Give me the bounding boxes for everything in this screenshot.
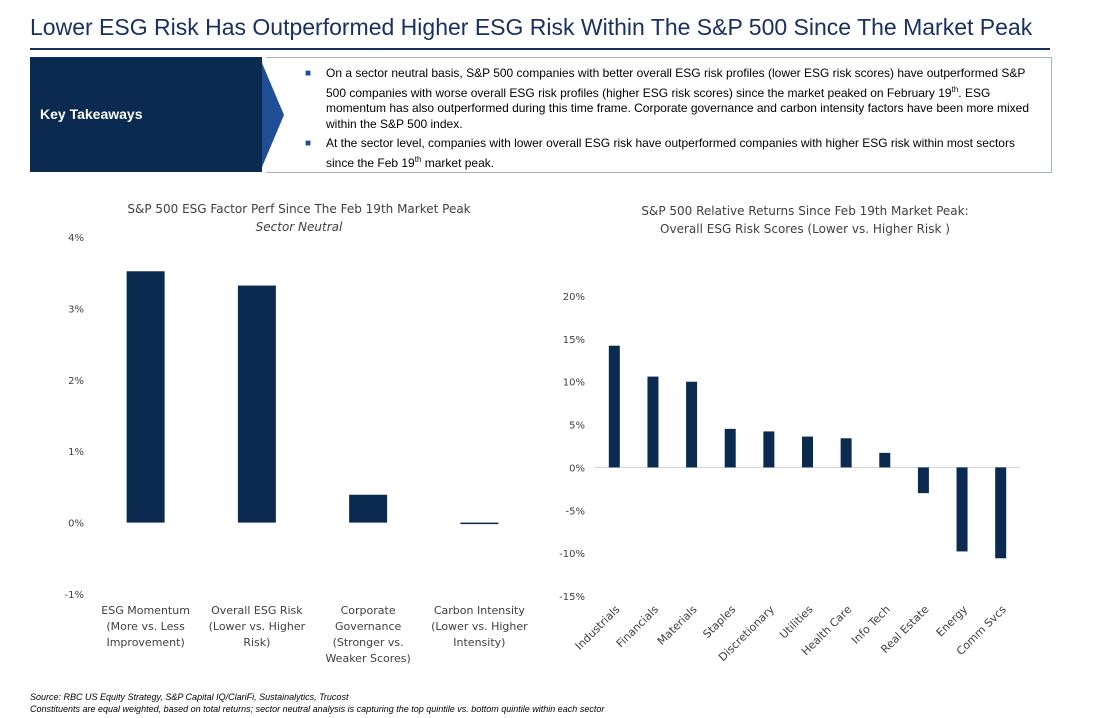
bar (349, 494, 388, 523)
x-tick-label: (More vs. Less (106, 620, 185, 633)
x-tick-label: Energy (934, 603, 971, 640)
x-tick-label: Risk) (243, 636, 270, 649)
x-tick-label: (Lower vs. Higher (431, 620, 528, 633)
bar (460, 522, 499, 525)
ordinal-suffix: th (414, 154, 422, 164)
y-tick-label: 0% (68, 519, 84, 530)
bar (956, 467, 968, 552)
bar (840, 438, 852, 468)
footer-notes: Source: RBC US Equity Strategy, S&P Capi… (30, 691, 604, 715)
key-takeaways-panel (30, 57, 262, 172)
bar (608, 345, 620, 468)
bar (917, 467, 929, 494)
methodology-note: Constituents are equal weighted, based o… (30, 704, 605, 714)
y-tick-label: 15% (563, 335, 585, 346)
title-divider (30, 48, 1050, 50)
takeaway-item: ■ On a sector neutral basis, S&P 500 com… (305, 66, 1040, 132)
x-tick-label: (Lower vs. Higher (209, 620, 306, 633)
key-takeaways-label: Key Takeaways (40, 106, 143, 122)
x-tick-label: Financials (614, 603, 661, 650)
takeaway-item: ■ At the sector level, companies with lo… (305, 136, 1040, 171)
bar (802, 436, 813, 468)
takeaway-text-cont: market peak. (421, 155, 495, 170)
chart-subtitle: Overall ESG Risk Scores (Lower vs. Highe… (660, 222, 950, 236)
bar (724, 428, 736, 468)
y-tick-label: -10% (559, 549, 585, 560)
chart-title: S&P 500 Relative Returns Since Feb 19th … (641, 204, 968, 218)
bar (879, 452, 891, 468)
bar (995, 467, 1007, 559)
y-tick-label: 0% (569, 463, 585, 474)
takeaway-text: On a sector neutral basis, S&P 500 compa… (326, 66, 1026, 100)
takeaway-text: At the sector level, companies with lowe… (326, 136, 1015, 170)
takeaway-list: ■ On a sector neutral basis, S&P 500 com… (305, 66, 1040, 175)
x-tick-label: Utilities (777, 603, 816, 642)
chart-subtitle: Sector Neutral (256, 220, 343, 234)
x-tick-label: Industrials (573, 603, 623, 653)
chevron-right-icon (262, 57, 290, 173)
chart-title: S&P 500 ESG Factor Perf Since The Feb 19… (127, 202, 470, 216)
esg-factor-chart: S&P 500 ESG Factor Perf Since The Feb 19… (65, 202, 529, 665)
key-takeaways-text-frame (262, 57, 1052, 173)
y-tick-label: 5% (569, 421, 585, 432)
y-tick-label: -5% (566, 506, 585, 517)
bar (647, 376, 659, 468)
x-tick-label: Intensity) (453, 636, 505, 649)
y-tick-label: 4% (68, 233, 84, 244)
takeaway-text-cont: . ESG momentum has also outperformed dur… (326, 85, 1030, 131)
ordinal-suffix: th (951, 84, 959, 94)
bar (126, 271, 165, 523)
y-tick-label: 3% (68, 304, 84, 315)
y-tick-label: 1% (68, 447, 84, 458)
x-tick-label: (Stronger vs. (333, 636, 404, 649)
x-tick-label: Staples (700, 603, 738, 641)
x-tick-label: Corporate (341, 604, 396, 617)
y-tick-label: -15% (559, 592, 585, 603)
x-tick-label: Governance (335, 620, 402, 633)
x-tick-label: Carbon Intensity (434, 604, 525, 617)
bar (237, 285, 276, 523)
sector-returns-chart: S&P 500 Relative Returns Since Feb 19th … (559, 204, 1020, 664)
x-tick-label: Materials (655, 603, 700, 648)
square-bullet-icon: ■ (305, 68, 312, 79)
square-bullet-icon: ■ (305, 138, 312, 149)
y-tick-label: -1% (65, 590, 84, 601)
bar (686, 381, 698, 468)
y-tick-label: 20% (563, 292, 585, 303)
x-tick-label: ESG Momentum (101, 604, 190, 617)
y-tick-label: 2% (68, 376, 84, 387)
page-title: Lower ESG Risk Has Outperformed Higher E… (30, 14, 1033, 40)
x-tick-label: Overall ESG Risk (211, 604, 303, 617)
source-note: Source: RBC US Equity Strategy, S&P Capi… (30, 692, 349, 702)
bar (763, 431, 775, 468)
x-tick-label: Weaker Scores) (325, 652, 410, 665)
y-tick-label: 10% (563, 378, 585, 389)
x-tick-label: Improvement) (106, 636, 184, 649)
